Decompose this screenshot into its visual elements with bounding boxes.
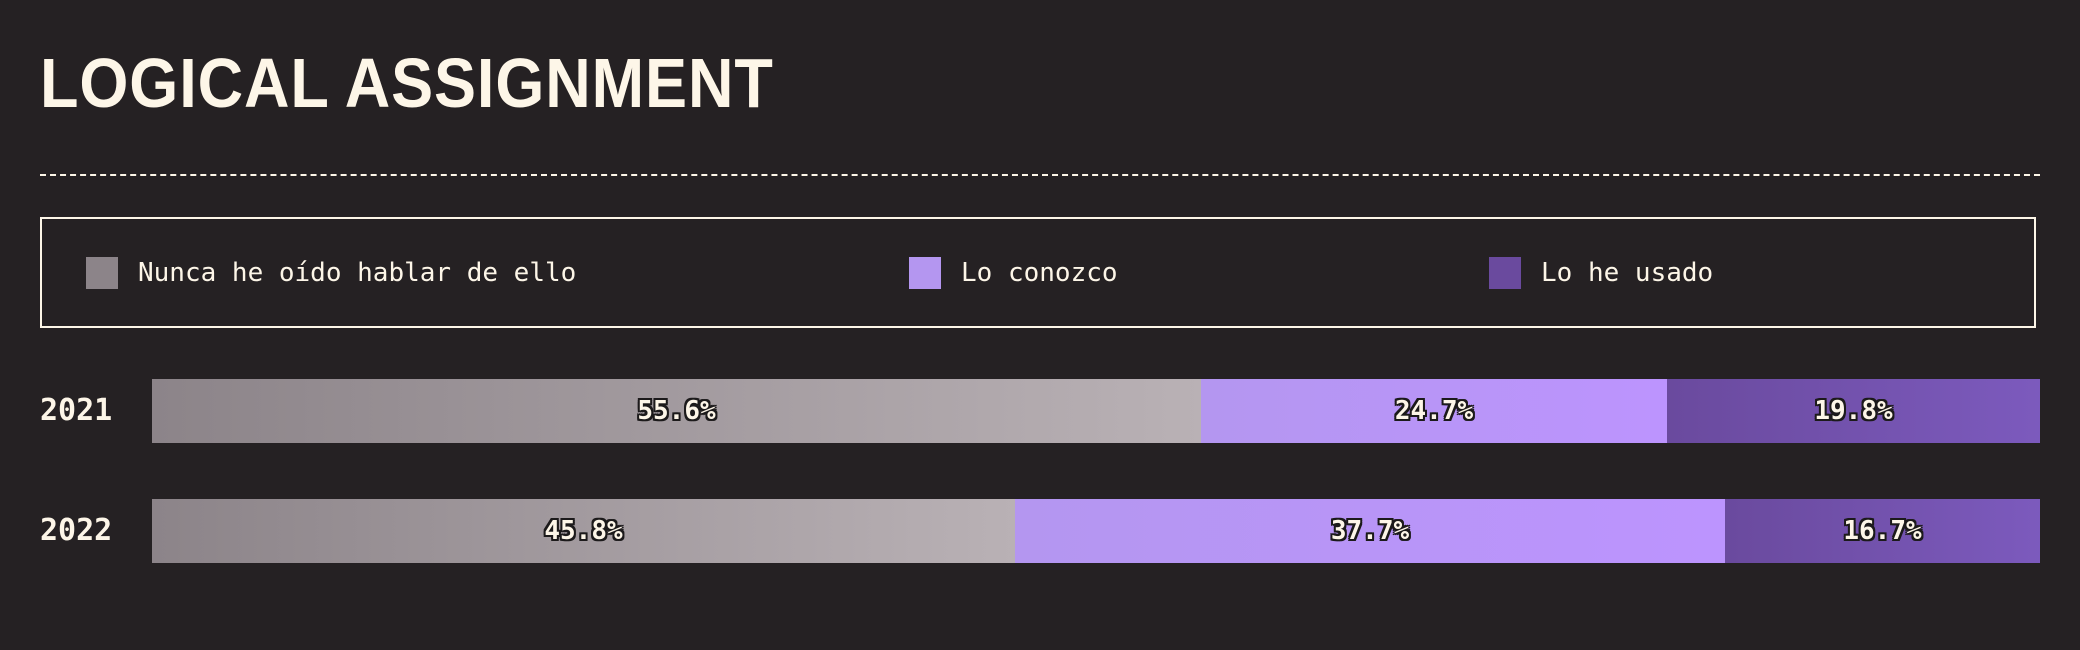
row-label-2021: 2021 (40, 393, 113, 428)
legend-label-used-it: Lo he usado (1541, 257, 1714, 288)
bar-segment-never-heard-2022: 45.8% (152, 499, 1015, 563)
row-label-2022: 2022 (40, 513, 113, 548)
legend-label-never-heard: Nunca he oído hablar de ello (138, 257, 577, 288)
bar-segment-never-heard-2021: 55.6% (152, 379, 1201, 443)
legend-label-know-it: Lo conozco (961, 257, 1118, 288)
bar-segment-used-it-2021: 19.8% (1667, 379, 2040, 443)
bar-label-never-heard-2022: 45.8% (544, 516, 623, 546)
bar-segment-know-it-2021: 24.7% (1201, 379, 1667, 443)
legend-item-used-it: Lo he usado (1489, 219, 1713, 326)
bar-segment-know-it-2022: 37.7% (1015, 499, 1725, 563)
bar-label-know-it-2022: 37.7% (1330, 516, 1410, 546)
bar-label-know-it-2021: 24.7% (1394, 396, 1474, 426)
title-divider (40, 174, 2040, 176)
chart-title: LOGICAL ASSIGNMENT (40, 44, 774, 122)
legend: Nunca he oído hablar de ello Lo conozco … (40, 217, 2036, 328)
bar-row-2021: 55.6% 24.7% 19.8% (152, 379, 2040, 443)
legend-swatch-know-it (909, 256, 941, 289)
legend-swatch-never-heard (86, 256, 118, 289)
legend-item-know-it: Lo conozco (909, 219, 1118, 326)
bar-label-used-it-2022: 16.7% (1843, 516, 1922, 546)
bar-row-2022: 45.8% 37.7% 16.7% (152, 499, 2040, 563)
bar-label-used-it-2021: 19.8% (1814, 396, 1893, 426)
legend-swatch-used-it (1489, 256, 1521, 289)
legend-item-never-heard: Nunca he oído hablar de ello (86, 219, 576, 326)
bar-label-never-heard-2021: 55.6% (637, 396, 716, 426)
bar-segment-used-it-2022: 16.7% (1725, 499, 2040, 563)
